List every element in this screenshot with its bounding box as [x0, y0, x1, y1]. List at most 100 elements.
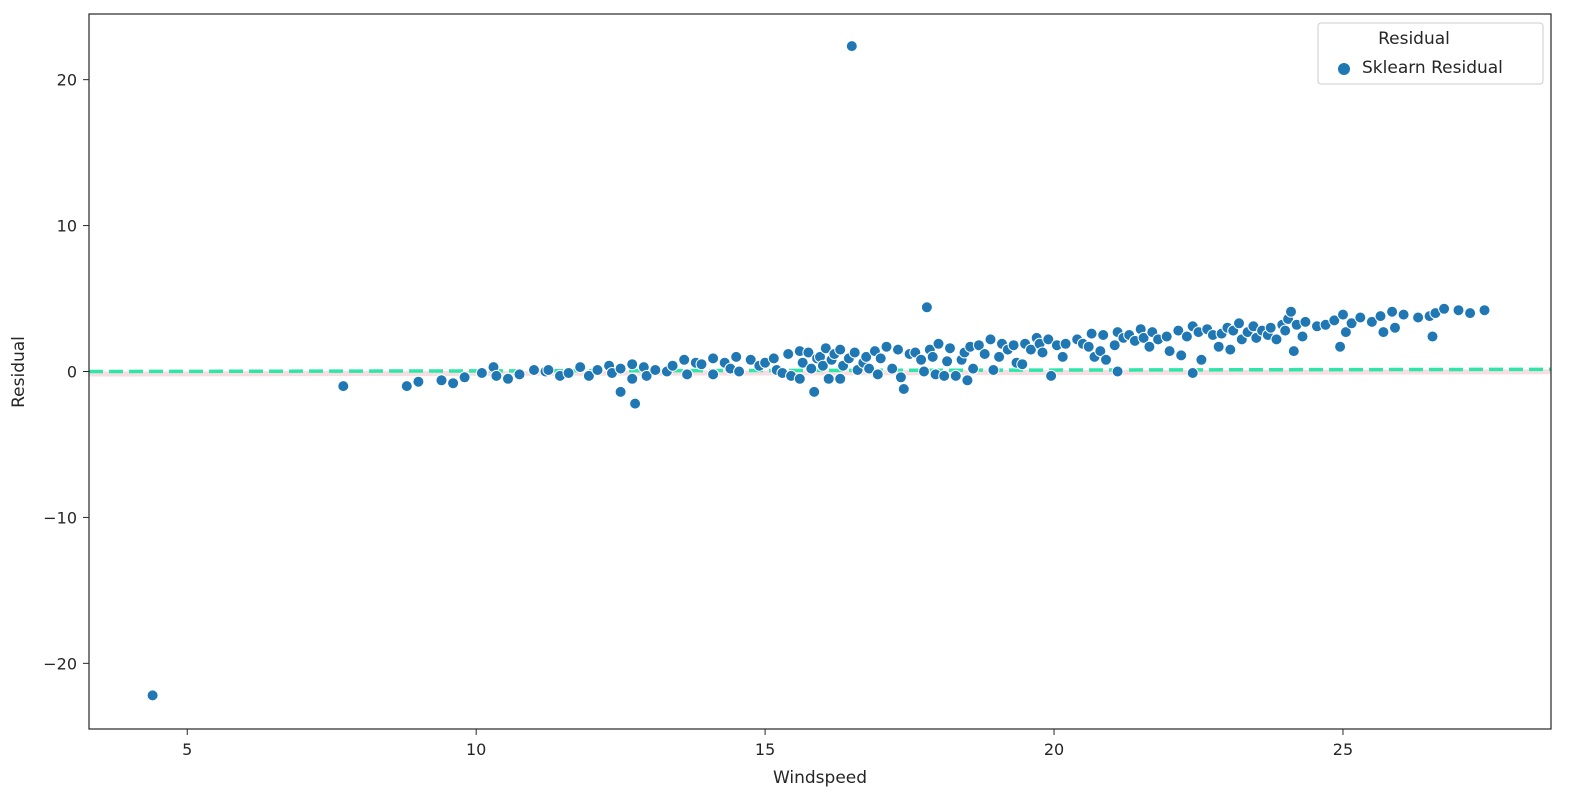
- data-point: [1337, 308, 1349, 321]
- data-point: [542, 364, 555, 376]
- data-point: [1478, 304, 1491, 317]
- y-tick-label: 0: [67, 363, 77, 382]
- data-point: [1172, 324, 1185, 337]
- data-point: [796, 356, 809, 369]
- data-point: [1299, 315, 1312, 328]
- data-point: [816, 359, 829, 372]
- data-point: [1186, 367, 1199, 379]
- data-point: [874, 352, 887, 365]
- data-point: [1024, 343, 1037, 356]
- data-point: [1233, 317, 1245, 330]
- x-tick-label: 25: [1333, 740, 1353, 759]
- data-point: [926, 350, 939, 363]
- data-point: [337, 380, 350, 393]
- data-point: [822, 372, 835, 385]
- data-point: [1296, 330, 1309, 343]
- data-point: [1412, 311, 1425, 324]
- data-point: [513, 368, 526, 381]
- data-point: [744, 353, 757, 366]
- x-tick-label: 15: [755, 740, 775, 759]
- data-point: [681, 368, 694, 381]
- data-point: [767, 352, 780, 365]
- data-point: [802, 346, 815, 359]
- data-point: [993, 350, 1006, 363]
- data-point: [400, 380, 413, 393]
- data-point: [834, 343, 847, 356]
- data-point: [435, 374, 448, 387]
- data-point: [1042, 333, 1055, 346]
- data-point: [938, 369, 951, 382]
- data-point: [1438, 302, 1451, 315]
- data-point: [707, 352, 720, 365]
- data-point: [918, 365, 930, 378]
- data-point: [1056, 350, 1069, 363]
- data-point: [614, 385, 627, 398]
- data-point: [1386, 305, 1399, 318]
- data-point: [1082, 340, 1095, 353]
- data-point: [949, 369, 962, 382]
- data-point: [591, 364, 604, 376]
- data-point: [626, 372, 639, 385]
- y-tick-label: −20: [43, 654, 77, 673]
- data-point: [1334, 340, 1347, 353]
- data-point: [897, 383, 910, 395]
- data-point: [1160, 330, 1173, 343]
- data-point: [666, 359, 679, 372]
- data-point: [1270, 333, 1283, 346]
- data-point: [808, 385, 821, 398]
- data-point: [1085, 327, 1098, 340]
- data-point: [146, 689, 159, 702]
- data-point: [880, 340, 893, 353]
- data-point: [1163, 345, 1176, 358]
- data-point: [1339, 326, 1352, 339]
- data-point: [730, 350, 743, 363]
- data-point: [1195, 353, 1208, 366]
- data-point: [978, 348, 991, 360]
- data-point: [629, 397, 642, 410]
- data-point: [871, 368, 884, 381]
- legend-title: Residual: [1378, 29, 1450, 49]
- data-point: [1377, 326, 1390, 339]
- data-point: [1059, 337, 1072, 350]
- data-point: [458, 371, 471, 384]
- data-point: [695, 358, 708, 371]
- y-tick-label: 20: [57, 71, 77, 90]
- zero-line-shadow: [88, 369, 1552, 377]
- scatter-points: [146, 40, 1491, 702]
- data-point: [848, 346, 861, 359]
- y-tick-label: −10: [43, 508, 77, 527]
- data-point: [1452, 304, 1465, 317]
- data-point: [733, 365, 746, 378]
- data-point: [972, 339, 985, 352]
- data-point: [1354, 311, 1367, 324]
- data-point: [1345, 317, 1358, 330]
- x-tick-label: 10: [466, 740, 486, 759]
- data-point: [1287, 345, 1300, 358]
- legend-entry-label: Sklearn Residual: [1362, 58, 1503, 78]
- y-axis-title: Residual: [9, 336, 29, 408]
- data-point: [1285, 305, 1297, 318]
- data-point: [920, 301, 933, 314]
- data-point: [582, 369, 595, 382]
- data-point: [805, 362, 818, 375]
- data-point: [1397, 308, 1410, 321]
- data-point: [944, 342, 956, 355]
- data-point: [915, 353, 928, 366]
- data-point: [1097, 329, 1110, 341]
- data-point: [1328, 314, 1341, 327]
- data-point: [649, 364, 662, 376]
- legend-box: [1317, 22, 1544, 85]
- data-point: [490, 369, 503, 382]
- y-axis-ticks: −20 −10 0 10 20: [43, 71, 89, 673]
- legend: Residual Sklearn Residual: [1317, 22, 1544, 85]
- data-point: [1224, 343, 1237, 356]
- data-point: [678, 353, 691, 366]
- data-point: [860, 350, 873, 363]
- data-point: [475, 367, 488, 379]
- x-tick-label: 20: [1044, 740, 1064, 759]
- data-point: [984, 333, 997, 346]
- data-point: [1108, 339, 1121, 352]
- data-point: [961, 374, 974, 387]
- data-point: [1007, 339, 1020, 352]
- data-point: [793, 372, 806, 385]
